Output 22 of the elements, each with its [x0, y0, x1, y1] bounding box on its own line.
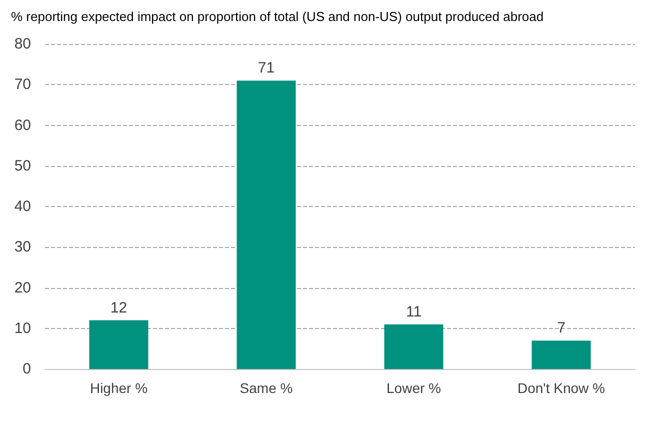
data-label: 11 [406, 303, 422, 320]
y-tick-label: 50 [14, 157, 31, 174]
bar [384, 324, 444, 369]
data-label: 12 [110, 299, 128, 316]
y-tick-label: 70 [14, 76, 31, 94]
bar [89, 320, 148, 369]
x-tick-label: Higher % [90, 380, 148, 396]
bar [236, 80, 296, 369]
y-tick-label: 0 [22, 360, 31, 378]
y-tick-label: 40 [14, 198, 31, 215]
data-label: 71 [258, 60, 275, 77]
y-tick-label: 20 [14, 279, 31, 296]
y-tick-label: 10 [14, 320, 31, 337]
y-tick-label: 80 [14, 36, 31, 52]
x-tick-label: Same % [240, 380, 293, 396]
bar [532, 340, 591, 369]
x-tick-label: Lower % [386, 380, 441, 396]
data-label: 7 [557, 320, 566, 337]
chart-title: % reporting expected impact on proportion of total (US and non-US) output produced abroad [11, 9, 544, 24]
y-tick-label: 60 [14, 116, 31, 134]
y-tick-label: 30 [14, 238, 31, 256]
x-tick-label: Don't Know % [518, 380, 605, 396]
